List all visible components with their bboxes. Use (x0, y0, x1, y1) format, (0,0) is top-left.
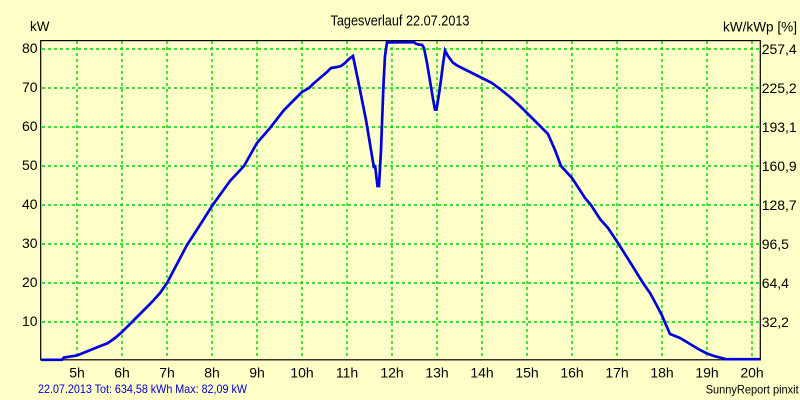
svg-text:40: 40 (22, 196, 38, 212)
svg-text:kW/kWp [%]: kW/kWp [%] (723, 20, 797, 35)
svg-text:60: 60 (22, 118, 38, 134)
svg-text:12h: 12h (380, 364, 403, 380)
svg-text:14h: 14h (470, 364, 493, 380)
svg-text:64,4: 64,4 (762, 275, 789, 291)
svg-text:7h: 7h (159, 364, 175, 380)
svg-text:20h: 20h (740, 364, 763, 380)
svg-text:18h: 18h (650, 364, 673, 380)
svg-text:SunnyReport pinxit: SunnyReport pinxit (706, 383, 800, 397)
svg-text:160,9: 160,9 (762, 158, 797, 174)
svg-text:96,5: 96,5 (762, 236, 789, 252)
svg-text:193,1: 193,1 (762, 119, 797, 135)
svg-text:80: 80 (22, 40, 38, 56)
svg-text:13h: 13h (425, 364, 448, 380)
svg-text:17h: 17h (605, 364, 628, 380)
svg-text:30: 30 (22, 235, 38, 251)
svg-text:11h: 11h (336, 364, 358, 380)
svg-text:5h: 5h (69, 364, 85, 380)
svg-text:8h: 8h (204, 364, 220, 380)
svg-text:9h: 9h (249, 364, 265, 380)
svg-text:225,2: 225,2 (762, 80, 797, 96)
svg-text:257,4: 257,4 (762, 41, 797, 57)
svg-text:22.07.2013 Tot: 634,58 kWh Max: 22.07.2013 Tot: 634,58 kWh Max: 82,09 kW (38, 382, 248, 396)
svg-text:19h: 19h (695, 364, 718, 380)
svg-text:70: 70 (22, 79, 38, 95)
svg-text:32,2: 32,2 (762, 314, 789, 330)
svg-text:10h: 10h (290, 364, 313, 380)
svg-text:Tagesverlauf 22.07.2013: Tagesverlauf 22.07.2013 (331, 14, 470, 30)
svg-text:128,7: 128,7 (762, 197, 797, 213)
svg-text:20: 20 (22, 274, 38, 290)
svg-text:6h: 6h (114, 364, 130, 380)
svg-text:16h: 16h (560, 364, 583, 380)
svg-text:15h: 15h (515, 364, 538, 380)
svg-text:10: 10 (22, 313, 38, 329)
svg-text:50: 50 (22, 157, 38, 173)
svg-text:kW: kW (30, 19, 50, 34)
